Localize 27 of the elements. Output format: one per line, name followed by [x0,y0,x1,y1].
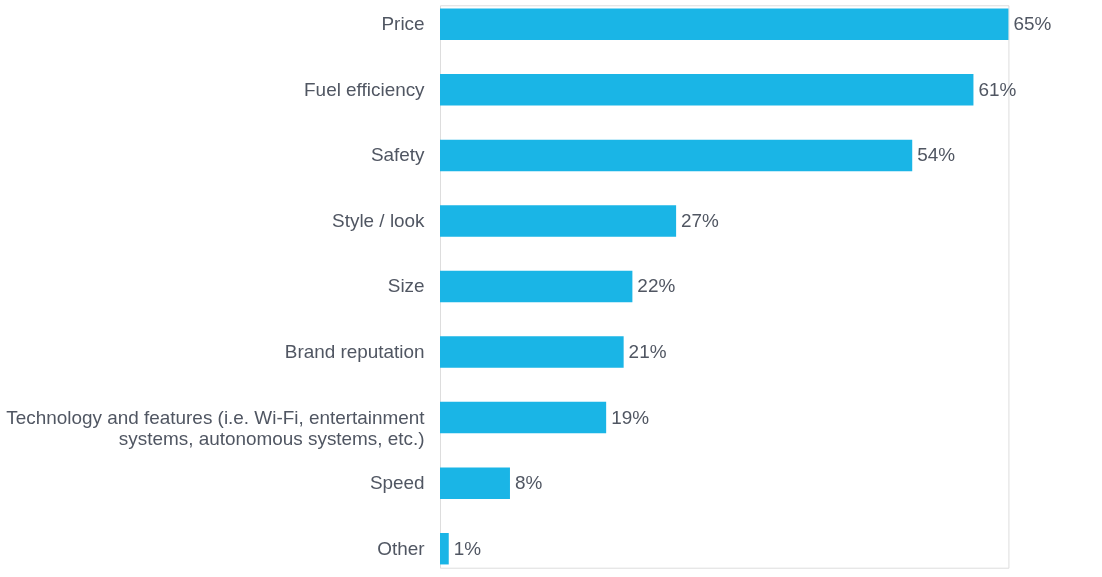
y-tick-label: Safety [370,144,426,166]
y-tick-label: Brand reputation [284,341,425,363]
y-tick-label: Size [387,275,425,297]
data-label: 1% [453,537,482,559]
data-label: 61% [978,78,1017,100]
bar [440,467,510,499]
data-label: 54% [917,144,956,166]
y-tick-label: Speed [369,472,425,494]
data-label: 19% [611,406,650,428]
data-label: 21% [628,341,667,363]
y-tick-label: Fuel efficiency [304,78,426,100]
bar [440,401,607,434]
y-tick-label: Other [377,537,425,559]
bar [440,270,633,303]
data-label: 65% [1013,13,1052,35]
bar [440,205,677,237]
y-tick-label: Style / look [332,209,426,231]
bar [440,74,974,106]
y-tick-label: Price [381,13,425,35]
bar [440,8,1009,41]
y-tick-label: Technology and features (i.e. Wi-Fi, entertainment systems, autonomous systems, etc.) [6,406,426,450]
bar [440,532,449,565]
bar [440,139,913,172]
bar [440,336,624,368]
data-label: 22% [637,275,676,297]
data-label: 27% [681,209,720,231]
data-label: 8% [514,472,543,494]
